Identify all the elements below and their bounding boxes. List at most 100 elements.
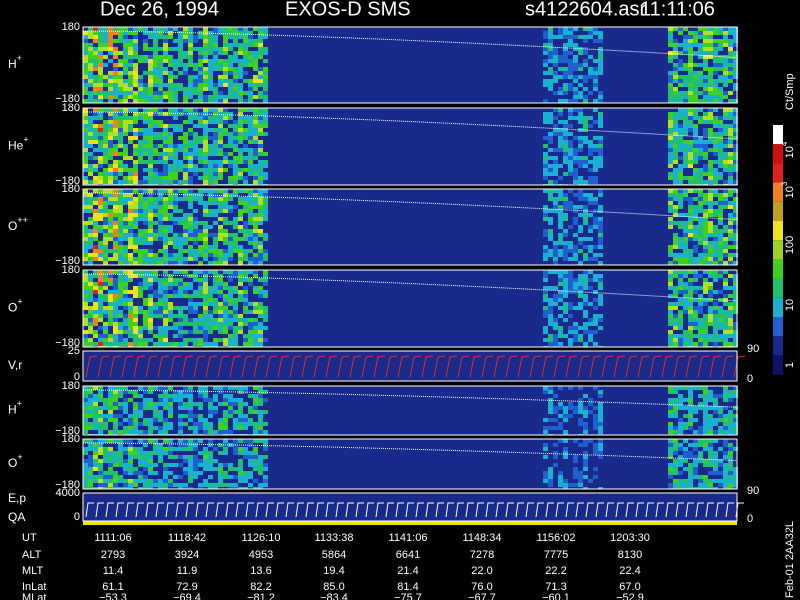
spectrum-cell bbox=[88, 27, 93, 31]
cell: 8130 bbox=[618, 549, 642, 561]
spectrum-cell bbox=[583, 426, 588, 430]
spectrum-cell bbox=[248, 168, 253, 172]
spectrum-cell bbox=[208, 249, 213, 253]
spectrum-cell bbox=[93, 116, 98, 120]
spectrum-cell bbox=[573, 156, 578, 160]
label-sup: + bbox=[17, 399, 22, 409]
spectrum-cell bbox=[218, 152, 223, 156]
spectrum-cell bbox=[543, 83, 548, 87]
spectrum-cell bbox=[103, 91, 108, 95]
spectrum-cell bbox=[83, 160, 88, 164]
spectrum-cell bbox=[243, 31, 248, 35]
spectrum-cell bbox=[688, 418, 693, 422]
spectrum-cell bbox=[88, 172, 93, 176]
spectrum-cell bbox=[203, 483, 208, 487]
spectrum-cell bbox=[148, 31, 153, 35]
spectrum-cell bbox=[158, 394, 163, 398]
spectrum-cell bbox=[183, 402, 188, 406]
spectrum-cell bbox=[703, 318, 708, 322]
spectrum-cell bbox=[693, 35, 698, 39]
spectrum-cell bbox=[573, 176, 578, 180]
spectrum-cell bbox=[178, 278, 183, 282]
spectrum-cell bbox=[238, 35, 243, 39]
spectrum-cell bbox=[703, 31, 708, 35]
spectrum-cell bbox=[573, 471, 578, 475]
spectrum-cell bbox=[258, 253, 263, 257]
spectrum-cell bbox=[93, 414, 98, 418]
spectrum-cell bbox=[103, 342, 108, 346]
spectrum-cell bbox=[698, 459, 703, 463]
spectrum-cell bbox=[158, 213, 163, 217]
spectrum-cell bbox=[183, 314, 188, 318]
spectrum-cell bbox=[83, 39, 88, 43]
spectrum-cell bbox=[708, 286, 713, 290]
spectrum-cell bbox=[238, 249, 243, 253]
spectrum-cell bbox=[238, 152, 243, 156]
spectrum-cell bbox=[178, 414, 183, 418]
spectrum-cell bbox=[103, 257, 108, 261]
spectrum-cell bbox=[248, 120, 253, 124]
spectrum-cell bbox=[673, 128, 678, 132]
spectrum-cell bbox=[258, 439, 263, 443]
spectrum-cell bbox=[598, 193, 603, 197]
spectrum-cell bbox=[708, 213, 713, 217]
spectrum-cell bbox=[593, 318, 598, 322]
spectrum-cell bbox=[98, 471, 103, 475]
spectrum-cell bbox=[133, 189, 138, 193]
spectrum-cell bbox=[188, 205, 193, 209]
colorbar-segment bbox=[773, 144, 783, 164]
spectrum-cell bbox=[93, 298, 98, 302]
spectrum-cell bbox=[733, 274, 738, 278]
spectrum-cell bbox=[93, 189, 98, 193]
spectrum-cell bbox=[678, 95, 683, 99]
spectrum-cell bbox=[233, 59, 238, 63]
spectrum-cell bbox=[223, 35, 228, 39]
spectrum-cell bbox=[133, 270, 138, 274]
spectrum-cell bbox=[218, 31, 223, 35]
spectrum-cell bbox=[543, 310, 548, 314]
spectrum-cell bbox=[228, 274, 233, 278]
spectrum-cell bbox=[88, 245, 93, 249]
spectrum-cell bbox=[543, 233, 548, 237]
spectrum-cell bbox=[188, 455, 193, 459]
panel-label: H+ bbox=[8, 53, 22, 71]
spectrum-cell bbox=[188, 410, 193, 414]
spectrum-cell bbox=[113, 63, 118, 67]
spectrum-cell bbox=[543, 338, 548, 342]
spectrum-cell bbox=[578, 294, 583, 298]
spectrum-cell bbox=[703, 402, 708, 406]
spectrum-cell bbox=[673, 414, 678, 418]
spectrum-cell bbox=[133, 241, 138, 245]
spectrum-cell bbox=[723, 443, 728, 447]
spectrum-cell bbox=[233, 318, 238, 322]
spectrum-cell bbox=[253, 430, 258, 434]
spectrum-cell bbox=[578, 95, 583, 99]
spectrum-cell bbox=[153, 83, 158, 87]
spectrum-cell bbox=[568, 172, 573, 176]
spectrum-cell bbox=[108, 418, 113, 422]
date: Dec 26, 1994 bbox=[100, 0, 219, 20]
spectrum-cell bbox=[83, 430, 88, 434]
spectrum-cell bbox=[568, 314, 573, 318]
spectrum-cell bbox=[188, 447, 193, 451]
spectrum-cell bbox=[148, 176, 153, 180]
spectrum-cell bbox=[83, 83, 88, 87]
spectrum-cell bbox=[88, 144, 93, 148]
spectrum-cell bbox=[703, 422, 708, 426]
spectrum-cell bbox=[198, 342, 203, 346]
spectrum-cell bbox=[163, 402, 168, 406]
spectrum-cell bbox=[108, 406, 113, 410]
spectrum-cell bbox=[258, 394, 263, 398]
spectrum-cell bbox=[593, 108, 598, 112]
spectrum-cell bbox=[258, 79, 263, 83]
spectrum-cell bbox=[258, 467, 263, 471]
spectrum-cell bbox=[253, 59, 258, 63]
spectrum-cell bbox=[248, 451, 253, 455]
spectrum-cell bbox=[208, 152, 213, 156]
spectrum-cell bbox=[683, 286, 688, 290]
spectrum-cell bbox=[263, 83, 268, 87]
spectrum-cell bbox=[163, 31, 168, 35]
spectrum-cell bbox=[578, 148, 583, 152]
spectrum-cell bbox=[213, 257, 218, 261]
spectrum-cell bbox=[593, 83, 598, 87]
